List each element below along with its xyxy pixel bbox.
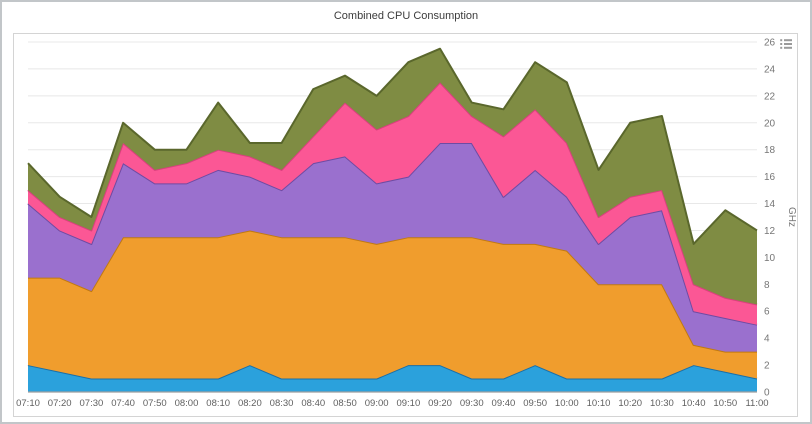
- svg-text:07:30: 07:30: [80, 398, 104, 409]
- export-menu-glyph: [780, 39, 792, 49]
- svg-text:08:00: 08:00: [175, 398, 199, 409]
- svg-text:2: 2: [764, 361, 770, 372]
- svg-text:10:10: 10:10: [587, 398, 611, 409]
- svg-text:12: 12: [764, 226, 776, 237]
- svg-text:10:40: 10:40: [682, 398, 706, 409]
- svg-text:22: 22: [764, 91, 776, 102]
- svg-text:08:30: 08:30: [270, 398, 294, 409]
- chart-title: Combined CPU Consumption: [333, 10, 479, 22]
- svg-text:08:20: 08:20: [238, 398, 262, 409]
- svg-text:10:20: 10:20: [618, 398, 642, 409]
- area-series-5-olive: [27, 47, 758, 305]
- export-menu-button[interactable]: [778, 36, 794, 52]
- svg-text:09:40: 09:40: [492, 398, 516, 409]
- svg-text:10:50: 10:50: [713, 398, 737, 409]
- svg-text:07:40: 07:40: [111, 398, 135, 409]
- svg-text:6: 6: [764, 307, 770, 318]
- svg-text:07:50: 07:50: [143, 398, 167, 409]
- svg-text:16: 16: [764, 172, 776, 183]
- svg-text:10:00: 10:00: [555, 398, 579, 409]
- svg-text:20: 20: [764, 118, 776, 129]
- svg-text:10: 10: [764, 253, 776, 264]
- svg-text:10:30: 10:30: [650, 398, 674, 409]
- svg-text:09:10: 09:10: [396, 398, 420, 409]
- stacked-areas: [27, 47, 758, 392]
- svg-text:09:20: 09:20: [428, 398, 452, 409]
- area-series-4-pink: [27, 81, 758, 325]
- svg-text:08:10: 08:10: [206, 398, 230, 409]
- export-menu-icon: [780, 39, 792, 49]
- svg-text:26: 26: [764, 38, 776, 49]
- svg-text:14: 14: [764, 199, 776, 210]
- svg-text:0: 0: [764, 388, 770, 399]
- svg-text:4: 4: [764, 334, 770, 345]
- svg-text:09:50: 09:50: [523, 398, 547, 409]
- svg-text:8: 8: [764, 280, 770, 291]
- svg-text:07:10: 07:10: [16, 398, 40, 409]
- svg-text:09:00: 09:00: [365, 398, 389, 409]
- svg-text:24: 24: [764, 64, 776, 75]
- chart-panel: 0 2 4 6 8 10 12 14 16 18 20 22 24 26 07:10 07:20 07:30 07…: [13, 33, 798, 417]
- svg-text:11:00: 11:00: [745, 398, 768, 409]
- svg-text:07:20: 07:20: [48, 398, 72, 409]
- x-axis-labels: 07:10 07:20 07:30 07:40 07:50 08:00 08:10 08:20…: [16, 398, 768, 409]
- svg-text:09:30: 09:30: [460, 398, 484, 409]
- svg-text:08:40: 08:40: [301, 398, 325, 409]
- y-axis-title: GHz: [786, 207, 797, 227]
- svg-text:18: 18: [764, 145, 776, 156]
- svg-text:08:50: 08:50: [333, 398, 357, 409]
